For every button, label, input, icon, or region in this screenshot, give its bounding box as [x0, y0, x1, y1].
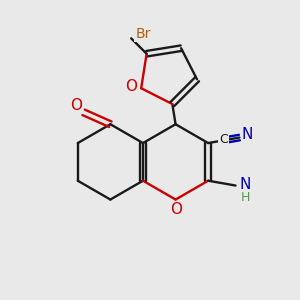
Text: Br: Br — [135, 27, 151, 41]
Text: O: O — [125, 79, 137, 94]
Text: H: H — [241, 191, 250, 204]
Text: N: N — [240, 177, 251, 192]
Text: O: O — [70, 98, 82, 113]
Text: N: N — [242, 127, 253, 142]
Text: O: O — [171, 202, 183, 217]
Text: C: C — [220, 133, 228, 146]
